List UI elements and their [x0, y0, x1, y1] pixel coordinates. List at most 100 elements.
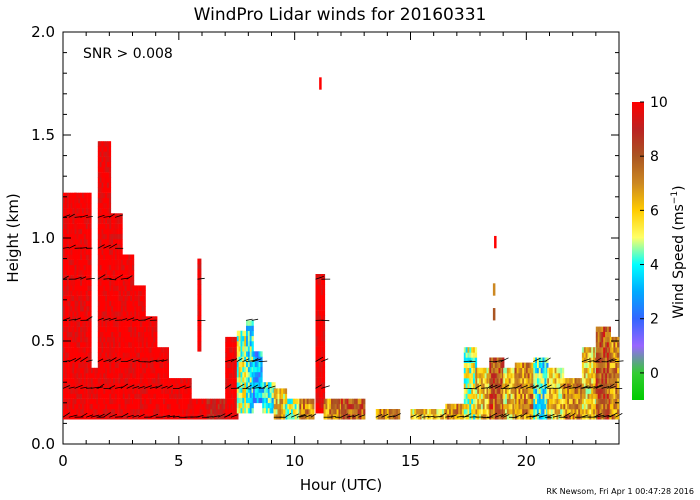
speed-cell: [563, 398, 566, 405]
speed-cell: [82, 388, 85, 394]
speed-cell: [74, 203, 77, 209]
speed-cell: [66, 203, 69, 209]
speed-cell: [70, 316, 73, 322]
speed-cell: [174, 378, 177, 384]
speed-cell: [315, 310, 318, 316]
speed-cell: [187, 403, 190, 410]
speed-cell: [78, 367, 81, 374]
speed-cell: [581, 398, 585, 405]
speed-cell: [554, 367, 557, 374]
speed-cell: [234, 414, 237, 420]
speed-cell: [227, 403, 230, 410]
speed-cell: [83, 264, 86, 271]
speed-cell: [609, 367, 612, 374]
speed-cell: [134, 326, 137, 332]
speed-cell: [136, 388, 139, 394]
speed-cell: [97, 342, 100, 348]
speed-cell: [97, 280, 100, 286]
speed-cell: [97, 228, 100, 235]
speed-cell: [607, 372, 610, 379]
speed-cell: [227, 367, 230, 374]
speed-cell: [228, 347, 232, 353]
speed-cell: [336, 409, 339, 415]
speed-cell: [103, 151, 106, 157]
speed-cell: [151, 398, 154, 405]
speed-cell: [80, 264, 83, 271]
speed-cell: [83, 228, 86, 235]
speed-cell: [595, 352, 598, 358]
speed-cell: [355, 403, 358, 410]
speed-cell: [599, 362, 602, 368]
speed-cell: [114, 300, 118, 307]
speed-cell: [107, 213, 110, 219]
speed-cell: [114, 259, 118, 266]
wind-arrow: [86, 359, 93, 362]
speed-cell: [514, 398, 517, 405]
wind-arrow: [97, 317, 104, 321]
speed-cell: [355, 409, 358, 415]
speed-cell: [82, 300, 85, 307]
wind-arrow: [445, 415, 454, 418]
speed-cell: [76, 218, 79, 224]
wind-arrow: [126, 275, 133, 280]
speed-cell: [132, 316, 135, 322]
speed-cell: [109, 239, 112, 245]
wind-arrow: [251, 318, 259, 321]
speed-cell: [617, 409, 620, 415]
speed-cell: [87, 223, 90, 230]
speed-cell: [82, 326, 85, 332]
speed-cell: [111, 409, 114, 415]
speed-cell: [234, 398, 237, 405]
speed-cell: [103, 182, 106, 188]
speed-cell: [601, 331, 604, 338]
speed-cell: [116, 239, 119, 245]
speed-cell: [301, 409, 304, 415]
speed-cell: [151, 357, 154, 363]
wind-arrow: [533, 385, 540, 389]
speed-cell: [587, 372, 590, 379]
speed-cell: [161, 388, 164, 394]
speed-cell: [105, 197, 108, 204]
speed-cell: [63, 233, 66, 240]
speed-cell: [593, 367, 596, 374]
speed-cell: [103, 357, 106, 363]
speed-cell: [542, 403, 545, 410]
speed-cell: [234, 393, 237, 399]
speed-cell: [197, 398, 200, 405]
speed-cell: [254, 377, 257, 383]
speed-cell: [149, 367, 152, 374]
wind-arrow: [304, 414, 313, 418]
speed-cell: [124, 306, 127, 312]
speed-cell: [344, 398, 347, 405]
speed-cell: [118, 244, 121, 250]
speed-cell: [130, 336, 133, 343]
speed-cell: [527, 383, 530, 389]
speed-cell: [118, 331, 121, 338]
speed-cell: [247, 330, 251, 337]
speed-cell: [321, 366, 324, 373]
speed-cell: [212, 409, 215, 415]
speed-cell: [281, 388, 284, 394]
speed-cell: [83, 249, 86, 255]
speed-cell: [120, 290, 124, 296]
speed-cell: [103, 316, 106, 322]
speed-cell: [63, 208, 66, 214]
speed-cell: [289, 409, 292, 415]
speed-cell: [122, 336, 125, 343]
speed-cell: [107, 347, 110, 353]
speed-cell: [238, 361, 241, 368]
speed-cell: [139, 311, 143, 317]
speed-cell: [124, 367, 127, 374]
speed-cell: [109, 218, 112, 224]
speed-cell: [130, 264, 133, 271]
speed-cell: [585, 372, 588, 379]
speed-cell: [97, 352, 100, 358]
wind-arrow: [563, 412, 571, 418]
speed-cell: [319, 320, 322, 326]
wind-arrow: [547, 413, 555, 418]
speed-cell: [80, 357, 83, 363]
speed-cell: [113, 259, 116, 266]
speed-cell: [215, 398, 219, 405]
speed-cell: [72, 213, 75, 219]
speed-cell: [103, 172, 106, 178]
